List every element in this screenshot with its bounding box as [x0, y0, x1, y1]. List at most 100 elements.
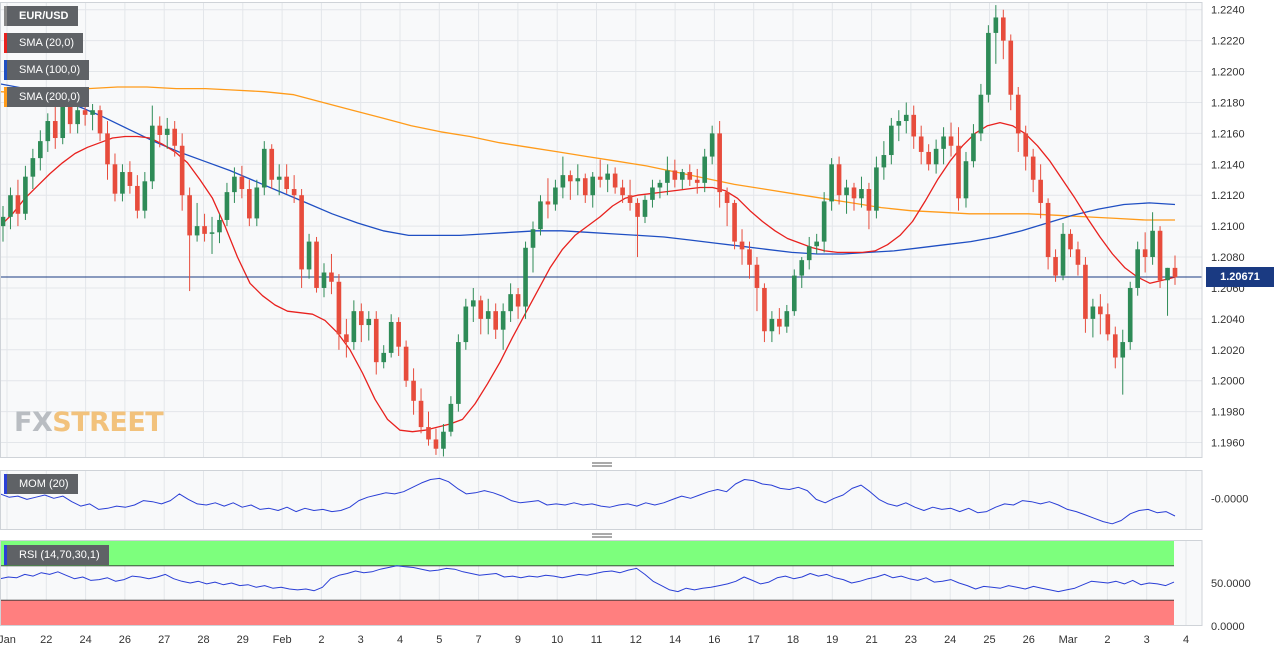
- candle-body: [366, 318, 372, 326]
- candle: [1120, 329, 1126, 395]
- candle: [1045, 198, 1051, 270]
- candle: [276, 164, 282, 196]
- candle-body: [396, 321, 401, 347]
- pair-label: EUR/USD: [19, 10, 69, 22]
- candle-body: [105, 133, 110, 165]
- x-tick-label: 11: [591, 634, 602, 646]
- background-layer: [0, 2, 1202, 626]
- candle-body: [978, 94, 984, 134]
- candle-body: [650, 187, 655, 200]
- candle: [202, 213, 207, 242]
- candle: [896, 110, 902, 142]
- candle-body: [1165, 267, 1170, 281]
- candle-body: [202, 226, 207, 234]
- candle-body: [8, 195, 13, 217]
- candle-body: [986, 32, 991, 95]
- candle-body: [1105, 314, 1111, 335]
- candle: [1165, 267, 1170, 316]
- candle: [441, 423, 446, 457]
- candle-body: [463, 306, 469, 343]
- candle: [239, 165, 245, 199]
- candle-body: [1068, 233, 1073, 250]
- candle-body: [209, 232, 215, 234]
- candle: [933, 139, 939, 174]
- candle: [806, 236, 812, 270]
- candle: [112, 153, 118, 202]
- candle: [97, 105, 103, 142]
- candle-body: [433, 439, 439, 449]
- candle: [1157, 226, 1163, 288]
- candle: [642, 195, 648, 224]
- candle-body: [971, 133, 976, 162]
- candle-body: [1090, 306, 1096, 319]
- fxstreet-logo: FXSTREET: [14, 407, 164, 438]
- last-price-tag: 1.20671: [1206, 267, 1274, 287]
- sma100-label: SMA (100,0): [19, 64, 81, 76]
- candle: [284, 164, 289, 194]
- x-tick-label: 26: [1023, 634, 1035, 646]
- candle: [889, 117, 894, 165]
- candle-body: [1075, 249, 1081, 265]
- candle-body: [336, 281, 342, 335]
- candle-body: [605, 173, 610, 180]
- candle-body: [911, 114, 917, 137]
- candle: [709, 125, 715, 165]
- x-tick-label: 16: [708, 634, 720, 646]
- x-tick-label: Mar: [1059, 634, 1078, 646]
- candle: [500, 303, 506, 350]
- candle-body: [97, 110, 103, 134]
- candle: [15, 179, 21, 227]
- candle-body: [321, 272, 327, 288]
- candle: [1135, 241, 1140, 296]
- candle-body: [1120, 342, 1126, 358]
- candle: [470, 287, 476, 322]
- candle-body: [1172, 267, 1178, 278]
- candle: [993, 5, 999, 64]
- candle-body: [545, 201, 551, 205]
- candle: [747, 241, 752, 279]
- candle: [90, 104, 95, 131]
- panel-border: [0, 470, 1203, 530]
- candle-body: [194, 226, 200, 236]
- candle-body: [963, 161, 969, 199]
- candle-body: [777, 318, 782, 327]
- candle: [314, 236, 319, 293]
- candle-body: [269, 148, 275, 180]
- candle: [359, 303, 364, 343]
- candle-body: [956, 145, 961, 199]
- candle: [836, 156, 842, 205]
- candle-body: [821, 201, 827, 242]
- candle-body: [553, 187, 558, 205]
- candle-body: [157, 125, 163, 135]
- candle: [164, 117, 170, 149]
- candle-body: [851, 187, 857, 199]
- y-tick-label: 1.2180: [1211, 97, 1245, 109]
- candle-body: [164, 128, 170, 135]
- candle-body: [679, 172, 685, 180]
- candle-body: [456, 342, 461, 404]
- candle: [1038, 164, 1043, 219]
- candle: [605, 164, 610, 193]
- sma100-line: [0, 83, 1176, 255]
- candle: [1015, 87, 1021, 152]
- candle-body: [881, 155, 887, 168]
- candle-body: [1008, 40, 1014, 95]
- candle-body: [314, 241, 319, 288]
- candle: [791, 269, 797, 316]
- candle-body: [187, 195, 192, 236]
- candle-body: [388, 321, 394, 353]
- candle-body: [784, 311, 790, 327]
- candle-body: [933, 148, 939, 165]
- candle-body: [903, 114, 909, 122]
- candle: [321, 263, 327, 298]
- candle-body: [1157, 230, 1163, 281]
- candle-body: [470, 300, 476, 307]
- candle-body: [739, 241, 745, 250]
- candle: [620, 179, 625, 203]
- candle-body: [15, 195, 21, 214]
- candle: [306, 233, 312, 279]
- candle: [784, 304, 790, 333]
- candle: [30, 148, 36, 190]
- y-tick-label: 1.2040: [1211, 314, 1245, 326]
